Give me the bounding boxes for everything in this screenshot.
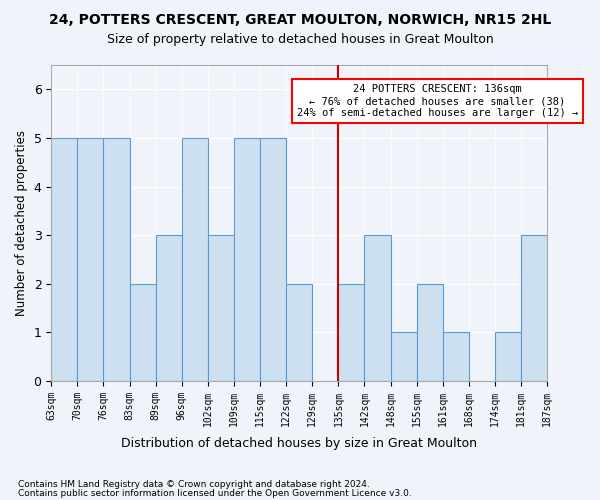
Bar bbox=[260, 138, 286, 381]
Bar bbox=[521, 235, 547, 381]
Text: 24, POTTERS CRESCENT, GREAT MOULTON, NORWICH, NR15 2HL: 24, POTTERS CRESCENT, GREAT MOULTON, NOR… bbox=[49, 12, 551, 26]
X-axis label: Distribution of detached houses by size in Great Moulton: Distribution of detached houses by size … bbox=[121, 437, 477, 450]
Bar bbox=[182, 138, 208, 381]
Bar bbox=[130, 284, 155, 381]
Text: Size of property relative to detached houses in Great Moulton: Size of property relative to detached ho… bbox=[107, 32, 493, 46]
Bar bbox=[443, 332, 469, 381]
Bar bbox=[77, 138, 103, 381]
Bar bbox=[364, 235, 391, 381]
Bar bbox=[416, 284, 443, 381]
Bar bbox=[208, 235, 234, 381]
Bar bbox=[51, 138, 77, 381]
Y-axis label: Number of detached properties: Number of detached properties bbox=[15, 130, 28, 316]
Text: Contains HM Land Registry data © Crown copyright and database right 2024.: Contains HM Land Registry data © Crown c… bbox=[18, 480, 370, 489]
Bar bbox=[103, 138, 130, 381]
Bar bbox=[495, 332, 521, 381]
Bar bbox=[234, 138, 260, 381]
Bar bbox=[155, 235, 182, 381]
Text: Contains public sector information licensed under the Open Government Licence v3: Contains public sector information licen… bbox=[18, 488, 412, 498]
Text: 24 POTTERS CRESCENT: 136sqm
← 76% of detached houses are smaller (38)
24% of sem: 24 POTTERS CRESCENT: 136sqm ← 76% of det… bbox=[297, 84, 578, 117]
Bar bbox=[286, 284, 312, 381]
Bar bbox=[338, 284, 364, 381]
Bar bbox=[391, 332, 416, 381]
